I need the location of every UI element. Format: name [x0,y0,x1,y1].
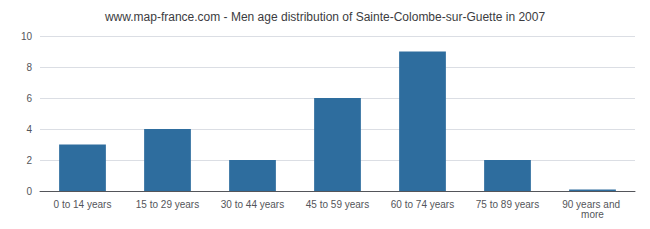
svg-text:10: 10 [21,31,33,42]
svg-text:8: 8 [26,62,32,73]
svg-text:30 to 44 years: 30 to 44 years [221,199,284,210]
svg-text:90 years and: 90 years and [562,198,623,210]
svg-text:www.map-france.com - Men age d: www.map-france.com - Men age distributio… [104,10,546,24]
svg-text:6: 6 [26,93,32,104]
svg-text:more: more [581,209,604,220]
svg-text:2: 2 [26,155,32,166]
svg-text:15 to 29 years: 15 to 29 years [136,199,199,210]
svg-text:75 to 89 years: 75 to 89 years [476,199,539,210]
svg-text:60 to 74 years: 60 to 74 years [391,199,454,210]
svg-text:4: 4 [26,124,32,135]
svg-text:0 to 14 years: 0 to 14 years [54,199,112,210]
svg-text:0: 0 [26,186,32,197]
svg-text:45 to 59 years: 45 to 59 years [306,199,369,210]
